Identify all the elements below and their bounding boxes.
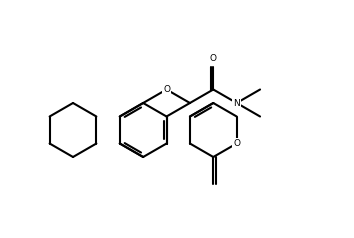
Text: O: O [233, 139, 240, 148]
Text: O: O [163, 85, 170, 94]
Text: N: N [233, 99, 240, 108]
Text: O: O [210, 54, 217, 63]
